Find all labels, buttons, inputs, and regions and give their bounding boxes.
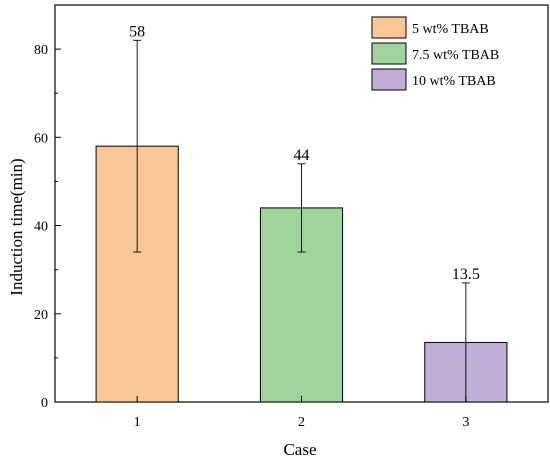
- x-tick-label: 3: [462, 415, 469, 430]
- legend-swatch: [371, 68, 407, 91]
- data-label: 44: [294, 147, 310, 164]
- legend-label: 10 wt% TBAB: [412, 74, 496, 89]
- x-tick-label: 1: [134, 415, 141, 430]
- legend-label: 5 wt% TBAB: [412, 22, 489, 37]
- y-tick-label: 40: [34, 220, 48, 235]
- y-axis-title: Induction time(min): [7, 158, 26, 295]
- x-tick-label: 2: [298, 415, 305, 430]
- legend-swatch: [371, 16, 407, 39]
- x-axis-title: Case: [283, 440, 316, 459]
- y-tick-label: 60: [34, 131, 48, 146]
- data-label: 13.5: [452, 266, 480, 283]
- data-label: 58: [129, 23, 145, 40]
- legend-label: 7.5 wt% TBAB: [412, 48, 499, 63]
- y-tick-label: 20: [34, 308, 48, 323]
- y-tick-label: 80: [34, 43, 48, 58]
- legend: 5 wt% TBAB 7.5 wt% TBAB 10 wt% TBAB: [371, 16, 499, 91]
- y-tick-label: 0: [41, 396, 48, 411]
- legend-swatch: [371, 42, 407, 65]
- plot-area: 0 20 40 60 80 58 1 44 2 13.5 3: [34, 4, 549, 430]
